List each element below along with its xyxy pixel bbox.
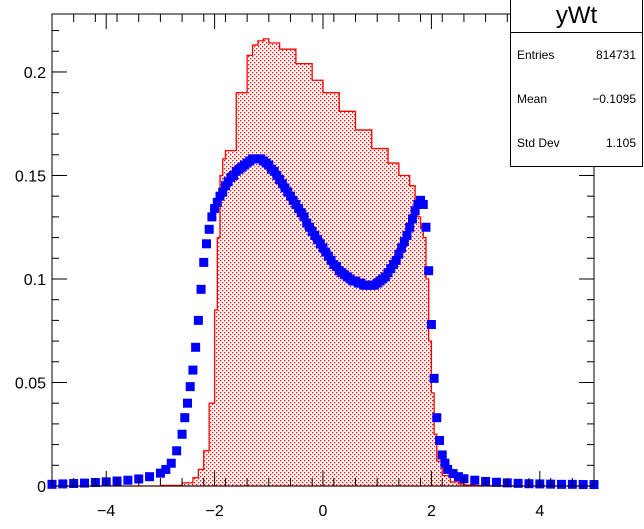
marker-point [166,458,176,468]
stats-stddev-label: Std Dev [517,136,560,150]
stats-title: yWt [511,0,642,33]
marker-point [58,479,68,489]
stats-mean-label: Mean [517,92,548,106]
marker-point [432,413,442,423]
marker-point [185,382,195,392]
stats-mean-value: −0.1095 [592,92,636,106]
marker-point [418,199,428,209]
histogram-fill [52,38,594,487]
stats-row-entries: Entries 814731 [511,33,642,77]
x-tick-label: −4 [97,503,115,520]
marker-point [435,435,445,445]
marker-point [443,464,453,474]
marker-point [407,214,417,224]
marker-point [199,257,209,267]
marker-point [188,365,198,375]
y-tick-label: 0.15 [15,168,46,185]
marker-point [470,475,480,485]
axis-layer: −4 −2 0 2 4 0 0.05 0.1 0.15 0.2 [15,13,595,520]
marker-point [448,469,458,479]
stats-entries-label: Entries [517,48,555,62]
marker-point [177,429,187,439]
x-tick-label: −2 [205,503,223,520]
marker-point [429,373,439,383]
x-tick-label: 4 [535,503,544,520]
marker-point [405,222,415,232]
x-tick-label: 0 [319,503,328,520]
marker-point [402,231,412,241]
marker-point [191,342,201,352]
marker-layer [47,154,599,490]
y-tick-label: 0 [37,479,46,496]
marker-point [299,212,309,222]
y-tick-label: 0.05 [15,375,46,392]
marker-point [180,413,190,423]
y-tick-label: 0.1 [24,272,46,289]
marker-point [161,464,171,474]
marker-point [454,472,463,482]
marker-point [218,187,228,197]
marker-point [145,472,155,482]
marker-point [204,224,214,234]
marker-point [399,237,409,247]
marker-point [212,197,222,207]
stats-box: yWt Entries 814731 Mean −0.1095 Std Dev … [510,0,643,167]
marker-point [556,479,566,489]
stats-entries-value: 814731 [595,48,636,62]
marker-point [424,266,434,276]
marker-point [440,458,450,468]
marker-point [394,249,404,259]
marker-point [513,478,523,488]
marker-point [410,206,420,216]
marker-point [391,255,401,265]
x-tick-label: 2 [427,503,436,520]
marker-point [196,284,206,294]
histogram-outline [52,38,594,487]
marker-point [421,222,431,232]
marker-point [155,468,165,478]
marker-point [491,477,501,487]
marker-point [193,315,203,325]
marker-point [397,243,407,253]
marker-point [207,212,217,222]
stats-stddev-value: 1.105 [605,136,636,150]
y-tick-label: 0.2 [24,65,46,82]
stats-row-stddev: Std Dev 1.105 [511,121,642,165]
marker-point [201,239,211,249]
marker-point [183,398,192,408]
marker-point [80,478,90,488]
marker-point [123,475,133,485]
marker-point [578,480,588,490]
marker-point [437,450,447,460]
marker-point [172,446,182,456]
marker-point [426,320,436,330]
histogram-layer [52,38,594,487]
marker-point [210,204,220,214]
stats-row-mean: Mean −0.1095 [511,77,642,121]
